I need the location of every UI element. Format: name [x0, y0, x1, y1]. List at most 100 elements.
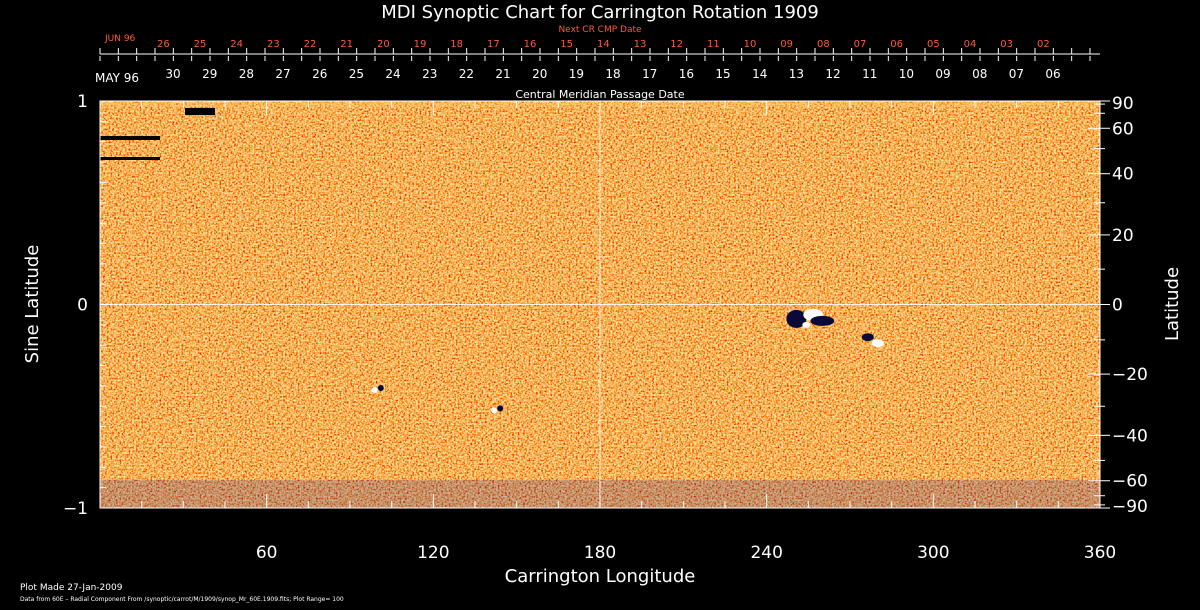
next-cr-date-label: 19 [414, 39, 427, 50]
cmp-date-label: 29 [202, 67, 217, 81]
cmp-date-label: 18 [605, 67, 620, 81]
x-axis-label: Carrington Longitude [505, 566, 696, 587]
cmp-month-label: MAY 96 [95, 71, 139, 85]
cmp-date-label: 28 [239, 67, 254, 81]
cmp-date-label: 16 [679, 67, 694, 81]
next-cr-date-label: 09 [780, 39, 793, 50]
active-regions [371, 308, 884, 414]
active-region [371, 384, 384, 393]
cmp-date-label: 25 [349, 67, 364, 81]
cmp-date-label: 15 [715, 67, 730, 81]
positive-polarity-patch [802, 321, 811, 328]
y-left-tick-label: 1 [77, 92, 88, 112]
y-axis-left-label: Sine Latitude [22, 245, 43, 364]
y-right-tick-label: −40 [1112, 426, 1148, 446]
cmp-date-label: 12 [825, 67, 840, 81]
cmp-date-label: 26 [312, 67, 327, 81]
y-axis-right-ticks: 90 60 40 20 0 −20 −40 −60 −90 [1088, 94, 1148, 517]
cmp-date-label: 22 [459, 67, 474, 81]
positive-polarity-patch [371, 386, 378, 393]
data-gap [100, 136, 160, 140]
cmp-date-label: 07 [1009, 67, 1024, 81]
next-cr-date-label: 24 [230, 39, 243, 50]
cmp-date-label: 17 [642, 67, 657, 81]
data-gap [185, 108, 215, 115]
active-region [491, 405, 504, 414]
cmp-date-label: 13 [789, 67, 804, 81]
next-cr-date-label: 16 [524, 39, 537, 50]
x-axis-ticks: 60 120 180 240 300 360 [99, 101, 1116, 563]
next-cr-date-label: 05 [927, 39, 940, 50]
y-right-tick-label: 20 [1112, 226, 1134, 246]
negative-polarity-patch [377, 384, 384, 391]
y-left-tick-label: 0 [77, 296, 88, 316]
next-cr-date-label: 08 [817, 39, 830, 50]
cmp-date-label: 21 [495, 67, 510, 81]
active-region [861, 333, 884, 348]
next-cr-date-label: 21 [340, 39, 353, 50]
next-cr-date-label: 23 [267, 39, 280, 50]
cmp-date-label: 11 [862, 67, 877, 81]
active-region [786, 308, 835, 328]
next-cr-date-label: 03 [1000, 39, 1013, 50]
x-tick-label: 60 [256, 543, 278, 563]
next-cr-axis-label: Next CR CMP Date [558, 25, 642, 35]
next-cr-month-label: JUN 96 [104, 34, 136, 44]
cmp-date-label: 06 [1045, 67, 1060, 81]
next-cr-date-label: 25 [194, 39, 207, 50]
next-cr-date-label: 13 [634, 39, 647, 50]
data-source-note: Data from 60E – Radial Component From /s… [20, 596, 344, 603]
y-axis-right-label: Latitude [1162, 267, 1183, 341]
plot-made-note: Plot Made 27-Jan-2009 [20, 583, 123, 593]
y-right-tick-label: 90 [1112, 94, 1134, 114]
y-left-tick-label: −1 [63, 499, 88, 519]
cmp-date-label: 27 [275, 67, 290, 81]
negative-polarity-patch [497, 405, 504, 412]
cmp-date-label: 23 [422, 67, 437, 81]
positive-polarity-patch [491, 407, 498, 414]
y-axis-left-ticks: 1 0 −1 [63, 92, 112, 519]
cmp-date-label: 08 [972, 67, 987, 81]
cmp-date-label: 09 [935, 67, 950, 81]
cmp-date-label: 14 [752, 67, 767, 81]
cmp-axis-label: Central Meridian Passage Date [515, 88, 684, 101]
negative-polarity-patch [786, 309, 807, 328]
y-right-tick-label: 0 [1112, 296, 1123, 316]
x-tick-label: 180 [584, 543, 616, 563]
x-tick-label: 360 [1084, 543, 1116, 563]
next-cr-date-label: 22 [304, 39, 317, 50]
magnetogram-plot-area [99, 100, 1101, 509]
next-cr-date-label: 11 [707, 39, 720, 50]
negative-polarity-patch [810, 315, 835, 326]
cmp-date-label: 24 [385, 67, 400, 81]
y-right-tick-label: −90 [1112, 497, 1148, 517]
next-cr-date-label: 26 [157, 39, 170, 50]
x-tick-label: 300 [917, 543, 949, 563]
y-right-tick-label: 40 [1112, 165, 1134, 185]
next-cr-axis-ticks: 26 25 24 23 22 21 20 19 18 17 16 15 14 13 12 11 10 09 08 07… [99, 39, 1091, 54]
next-cr-date-label: 18 [450, 39, 463, 50]
next-cr-date-label: 04 [964, 39, 977, 50]
next-cr-date-label: 17 [487, 39, 500, 50]
next-cr-date-label: 12 [670, 39, 683, 50]
x-tick-label: 240 [750, 543, 782, 563]
cmp-date-label: 20 [532, 67, 547, 81]
next-cr-date-label: 10 [744, 39, 757, 50]
y-right-tick-label: 60 [1112, 119, 1134, 139]
next-cr-date-label: 06 [890, 39, 903, 50]
y-right-tick-label: −60 [1112, 472, 1148, 492]
cmp-date-label: 10 [899, 67, 914, 81]
negative-polarity-patch [861, 333, 874, 342]
next-cr-date-label: 02 [1037, 39, 1050, 50]
x-tick-label: 120 [417, 543, 449, 563]
cmp-date-label: 30 [165, 67, 180, 81]
y-right-tick-label: −20 [1112, 365, 1148, 385]
cmp-axis-ticks: 30 29 28 27 26 25 24 23 22 21 20 19 18 17 16 15 14 13 12 11… [99, 56, 1091, 81]
data-gap [100, 157, 160, 160]
next-cr-date-label: 07 [854, 39, 867, 50]
next-cr-date-label: 20 [377, 39, 390, 50]
next-cr-date-label: 15 [560, 39, 573, 50]
next-cr-date-label: 14 [597, 39, 610, 50]
positive-polarity-patch [871, 339, 884, 348]
